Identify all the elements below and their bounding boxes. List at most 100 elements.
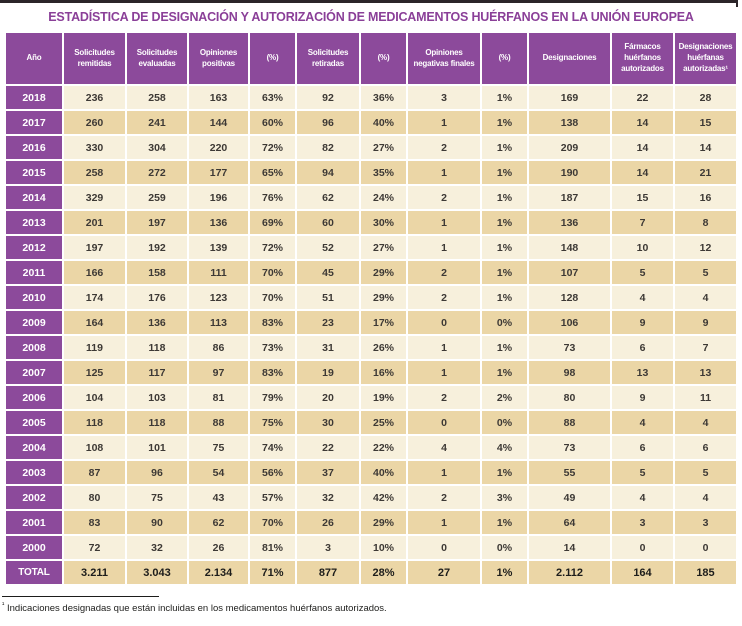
data-cell: 4: [675, 411, 736, 434]
data-cell: 62: [189, 511, 248, 534]
data-cell: 164: [64, 311, 125, 334]
total-data-cell: 1%: [482, 561, 527, 584]
data-cell: 7: [675, 336, 736, 359]
data-cell: 0: [612, 536, 673, 559]
data-cell: 86: [189, 336, 248, 359]
data-cell: 15: [675, 111, 736, 134]
page-title: ESTADÍSTICA DE DESIGNACIÓN Y AUTORIZACIÓ…: [48, 10, 694, 24]
year-cell: 2002: [6, 486, 62, 509]
data-cell: 40%: [361, 111, 406, 134]
data-cell: 9: [675, 311, 736, 334]
data-cell: 166: [64, 261, 125, 284]
data-cell: 57%: [250, 486, 295, 509]
data-cell: 21: [675, 161, 736, 184]
table-row-2011: 2011 166 158 111 70% 45 29% 2 1% 107 5 5: [6, 261, 736, 284]
data-cell: 96: [297, 111, 359, 134]
data-cell: 96: [127, 461, 187, 484]
table-row-2015: 2015 258 272 177 65% 94 35% 1 1% 190 14 21: [6, 161, 736, 184]
data-cell: 55: [529, 461, 610, 484]
data-cell: 0%: [482, 411, 527, 434]
data-cell: 70%: [250, 261, 295, 284]
top-rule: [0, 0, 738, 7]
data-cell: 75%: [250, 411, 295, 434]
data-cell: 81%: [250, 536, 295, 559]
column-header-10: Fármacos huérfanos autorizados: [612, 33, 673, 84]
data-cell: 258: [127, 86, 187, 109]
data-cell: 136: [127, 311, 187, 334]
data-cell: 14: [529, 536, 610, 559]
data-cell: 69%: [250, 211, 295, 234]
data-cell: 12: [675, 236, 736, 259]
data-cell: 88: [529, 411, 610, 434]
data-cell: 83%: [250, 311, 295, 334]
data-cell: 54: [189, 461, 248, 484]
column-header-0: Año: [6, 33, 62, 84]
data-cell: 1%: [482, 211, 527, 234]
total-data-cell: 71%: [250, 561, 295, 584]
table-row-2018: 2018 236 258 163 63% 92 36% 3 1% 169 22 28: [6, 86, 736, 109]
data-cell: 107: [529, 261, 610, 284]
data-cell: 42%: [361, 486, 406, 509]
data-cell: 220: [189, 136, 248, 159]
data-cell: 73: [529, 436, 610, 459]
data-cell: 10%: [361, 536, 406, 559]
data-cell: 72%: [250, 136, 295, 159]
column-header-4: (%): [250, 33, 295, 84]
year-cell: 2014: [6, 186, 62, 209]
data-cell: 25%: [361, 411, 406, 434]
data-cell: 45: [297, 261, 359, 284]
data-cell: 30: [297, 411, 359, 434]
table-row-2009: 2009 164 136 113 83% 23 17% 0 0% 106 9 9: [6, 311, 736, 334]
data-cell: 190: [529, 161, 610, 184]
data-cell: 1%: [482, 511, 527, 534]
data-cell: 65%: [250, 161, 295, 184]
year-cell: 2006: [6, 386, 62, 409]
data-cell: 113: [189, 311, 248, 334]
data-cell: 1: [408, 161, 480, 184]
data-cell: 260: [64, 111, 125, 134]
total-data-cell: 28%: [361, 561, 406, 584]
data-cell: 37: [297, 461, 359, 484]
data-cell: 4%: [482, 436, 527, 459]
data-cell: 192: [127, 236, 187, 259]
year-cell: 2016: [6, 136, 62, 159]
data-cell: 40%: [361, 461, 406, 484]
data-cell: 74%: [250, 436, 295, 459]
orphan-drugs-statistics-table: Año Solicitudes remitidas Solicitudes eval…: [4, 31, 738, 586]
data-cell: 15: [612, 186, 673, 209]
table-row-2016: 2016 330 304 220 72% 82 27% 2 1% 209 14 14: [6, 136, 736, 159]
year-cell: 2001: [6, 511, 62, 534]
data-cell: 0: [675, 536, 736, 559]
data-cell: 75: [189, 436, 248, 459]
year-cell: 2003: [6, 461, 62, 484]
data-cell: 104: [64, 386, 125, 409]
data-cell: 1%: [482, 236, 527, 259]
data-cell: 106: [529, 311, 610, 334]
data-cell: 24%: [361, 186, 406, 209]
data-cell: 330: [64, 136, 125, 159]
data-cell: 4: [408, 436, 480, 459]
data-cell: 4: [612, 286, 673, 309]
data-cell: 4: [675, 286, 736, 309]
data-cell: 101: [127, 436, 187, 459]
table-row-2012: 2012 197 192 139 72% 52 27% 1 1% 148 10 12: [6, 236, 736, 259]
data-cell: 0%: [482, 536, 527, 559]
data-cell: 81: [189, 386, 248, 409]
total-data-cell: 2.134: [189, 561, 248, 584]
data-cell: 117: [127, 361, 187, 384]
data-cell: 92: [297, 86, 359, 109]
data-cell: 26%: [361, 336, 406, 359]
total-data-cell: 2.112: [529, 561, 610, 584]
data-cell: 14: [612, 136, 673, 159]
data-cell: 9: [612, 386, 673, 409]
column-header-11: Designaciones huérfanas autorizadas¹: [675, 33, 736, 84]
data-cell: 136: [529, 211, 610, 234]
data-cell: 2%: [482, 386, 527, 409]
data-cell: 97: [189, 361, 248, 384]
year-cell: 2008: [6, 336, 62, 359]
data-cell: 128: [529, 286, 610, 309]
data-cell: 5: [612, 461, 673, 484]
year-cell: 2004: [6, 436, 62, 459]
table-row-2014: 2014 329 259 196 76% 62 24% 2 1% 187 15 16: [6, 186, 736, 209]
data-cell: 49: [529, 486, 610, 509]
